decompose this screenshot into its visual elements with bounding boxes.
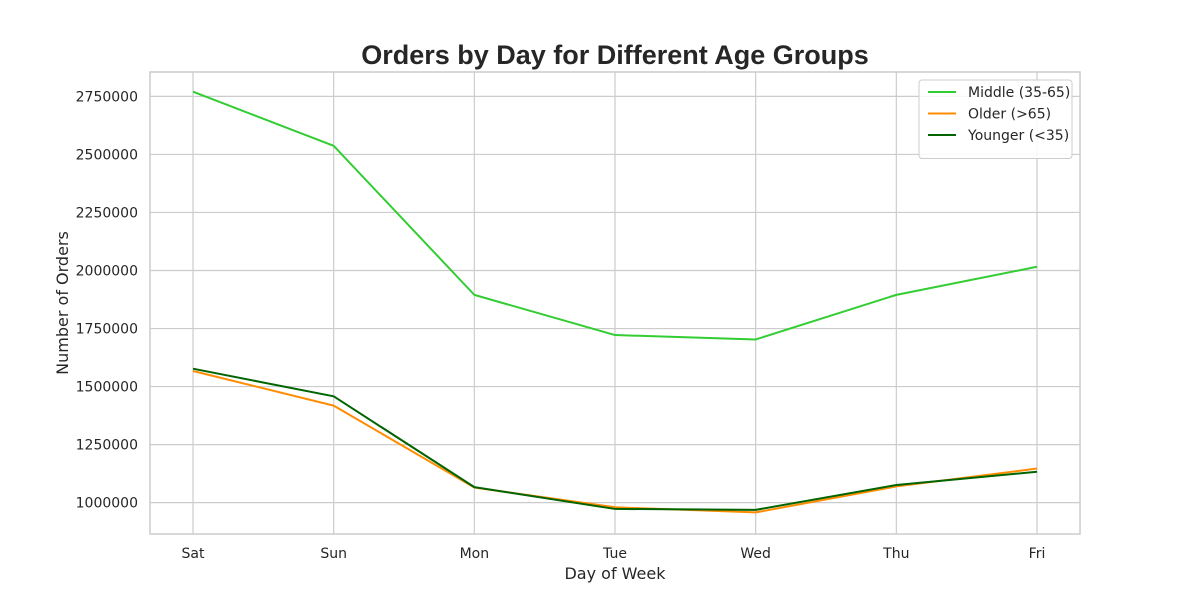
chart-title: Orders by Day for Different Age Groups [361,40,869,70]
y-tick-label: 2250000 [76,205,138,221]
plot-frame [149,71,1081,535]
legend-label: Older (>65) [968,107,1051,123]
y-tick-label: 1750000 [76,322,138,338]
y-tick-labels: 1000000 1250000 1500000 1750000 2000000 22500… [76,89,138,511]
y-tick-label: 1000000 [76,496,138,512]
legend-box [918,79,1073,159]
legend: Middle (35-65) Older (>65) Younger (<35) [918,79,1073,159]
x-tick-label: Mon [460,546,490,562]
x-tick-label: Thu [882,546,909,562]
series-line-0 [192,90,1038,341]
series-line-2 [192,367,1038,511]
y-tick-label: 2750000 [76,89,138,105]
series-line-1 [192,370,1038,514]
x-axis-label: Day of Week [564,564,666,583]
x-tick-labels: Sat Sun Mon Tue Wed Thu Fri [182,546,1046,562]
x-tick-label: Wed [740,546,771,562]
x-tick-label: Sun [320,546,347,562]
y-tick-label: 2500000 [76,147,138,163]
x-tick-label: Sat [182,546,205,562]
y-tick-label: 2000000 [76,263,138,279]
legend-label: Middle (35-65) [968,85,1070,101]
x-tick-label: Tue [602,546,627,562]
y-tick-label: 1500000 [76,380,138,396]
legend-label: Younger (<35) [967,128,1069,144]
x-tick-label: Fri [1029,546,1046,562]
series-lines [192,90,1038,514]
y-tick-label: 1250000 [76,438,138,454]
y-axis-label: Number of Orders [53,231,72,375]
